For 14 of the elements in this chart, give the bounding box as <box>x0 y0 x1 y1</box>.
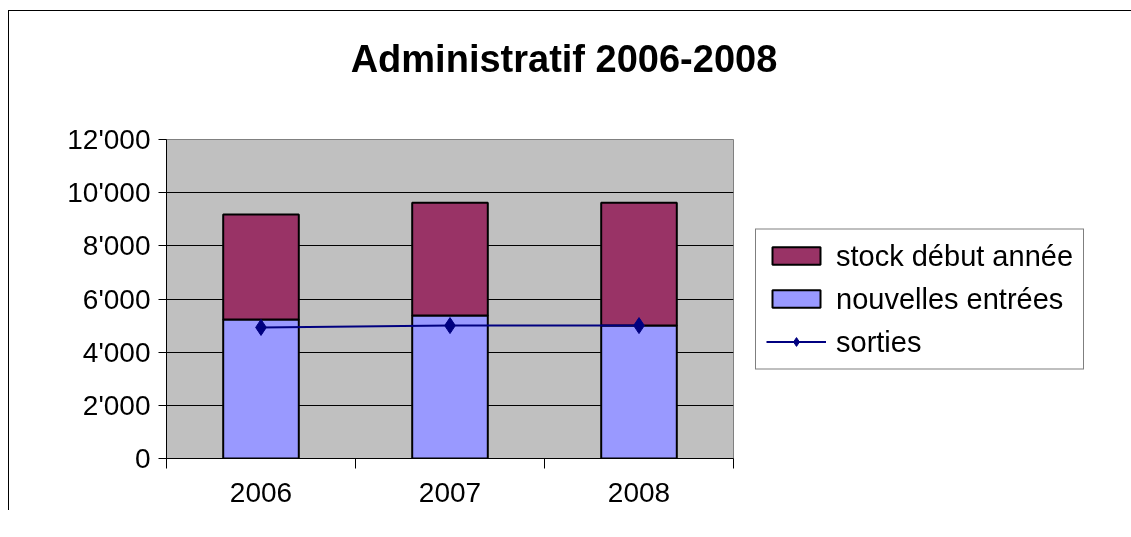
x-tick-label: 2007 <box>418 476 482 508</box>
chart-title: Administratif 2006-2008 <box>350 37 778 82</box>
legend-label: nouvelles entrées <box>836 282 1064 315</box>
legend-label: sorties <box>836 325 922 358</box>
y-tick-label: 0 <box>134 443 151 474</box>
y-tick-label: 8'000 <box>82 230 151 262</box>
y-tick-label: 10'000 <box>67 177 151 209</box>
x-tick-label: 2006 <box>229 476 293 508</box>
legend-label: stock début année <box>836 239 1074 272</box>
y-tick-label: 2'000 <box>82 389 151 421</box>
y-tick-label: 6'000 <box>82 283 151 315</box>
y-tick-label: 12'000 <box>67 124 151 155</box>
x-tick-label: 2008 <box>607 476 671 508</box>
y-tick-label: 4'000 <box>82 336 151 368</box>
